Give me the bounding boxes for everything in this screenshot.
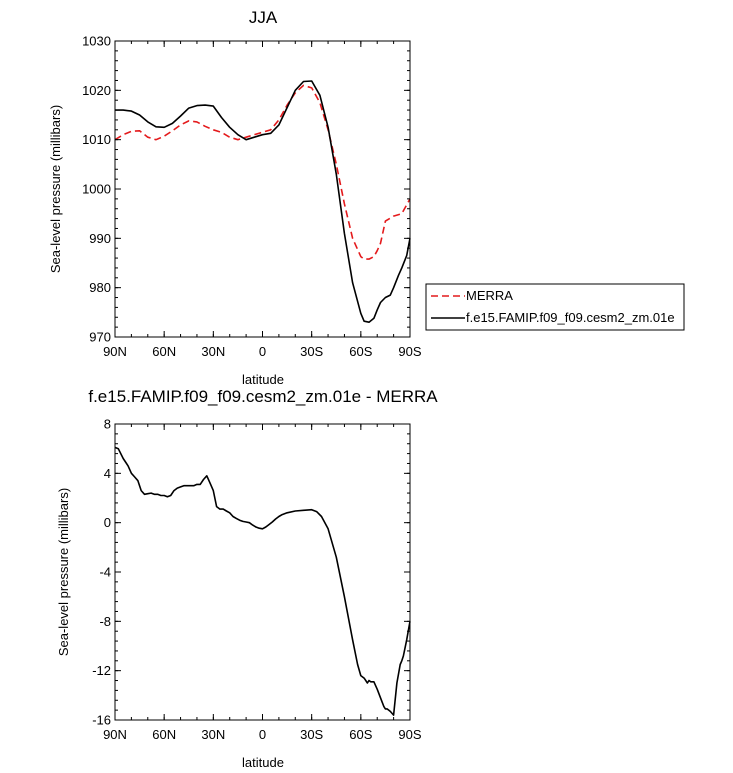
legend-label-merra: MERRA [466, 288, 513, 303]
y-tick-label: 1030 [82, 34, 111, 49]
y-tick-label: 970 [89, 330, 111, 345]
x-tick-label: 0 [259, 344, 266, 359]
x-tick-label: 30S [300, 344, 323, 359]
x-tick-label: 30N [201, 344, 225, 359]
x-tick-label: 90N [103, 344, 127, 359]
top-x-ticks: 90N 60N 30N 0 30S 60S 90S [103, 41, 422, 359]
y-tick-label: -12 [92, 663, 111, 678]
bottom-y-axis-title: Sea-level pressure (millibars) [56, 488, 71, 656]
y-tick-label: 1000 [82, 182, 111, 197]
top-plot-frame [114, 40, 411, 338]
y-tick-label: 4 [104, 466, 111, 481]
bottom-x-axis-title: latitude [242, 755, 284, 770]
bottom-x-ticks: 90N 60N 30N 0 30S 60S 90S [103, 424, 422, 742]
series-line-0 [114, 84, 411, 260]
y-tick-label: -8 [99, 614, 111, 629]
x-tick-label: 60S [349, 727, 372, 742]
series-line-1 [115, 80, 411, 324]
y-tick-label: -4 [99, 565, 111, 580]
top-x-axis-title: latitude [242, 372, 284, 387]
bottom-chart-title: f.e15.FAMIP.f09_f09.cesm2_zm.01e - MERRA [88, 387, 438, 406]
bottom-chart-series-layer [114, 446, 411, 716]
top-y-axis-title: Sea-level pressure (millibars) [48, 105, 63, 273]
legend: MERRA f.e15.FAMIP.f09_f09.cesm2_zm.01e [425, 283, 685, 331]
x-tick-label: 60N [152, 344, 176, 359]
x-tick-label: 90S [398, 344, 421, 359]
y-tick-label: 1020 [82, 83, 111, 98]
y-tick-label: 0 [104, 515, 111, 530]
legend-label-cesm2: f.e15.FAMIP.f09_f09.cesm2_zm.01e [466, 310, 675, 325]
bottom-plot-frame [114, 423, 411, 721]
top-chart: JJA 970 980 990 1000 1010 1020 1030 90N 60N 30N 0… [48, 8, 685, 387]
top-y-ticks: 970 980 990 1000 1010 1020 1030 [82, 34, 410, 345]
x-tick-label: 30S [300, 727, 323, 742]
y-tick-label: -16 [92, 713, 111, 728]
bottom-chart: f.e15.FAMIP.f09_f09.cesm2_zm.01e - MERRA… [56, 387, 438, 770]
bottom-y-ticks: -16 -12 -8 -4 0 4 8 [92, 417, 410, 728]
y-tick-label: 1010 [82, 132, 111, 147]
x-tick-label: 30N [201, 727, 225, 742]
legend-box [425, 283, 685, 331]
x-tick-label: 60N [152, 727, 176, 742]
x-tick-label: 60S [349, 344, 372, 359]
y-tick-label: 990 [89, 231, 111, 246]
x-tick-label: 90N [103, 727, 127, 742]
series-line-0 [114, 446, 411, 716]
x-tick-label: 90S [398, 727, 421, 742]
y-tick-label: 980 [89, 280, 111, 295]
y-tick-label: 8 [104, 417, 111, 432]
top-chart-title: JJA [249, 8, 278, 27]
x-tick-label: 0 [259, 727, 266, 742]
top-chart-series-layer [114, 80, 411, 324]
